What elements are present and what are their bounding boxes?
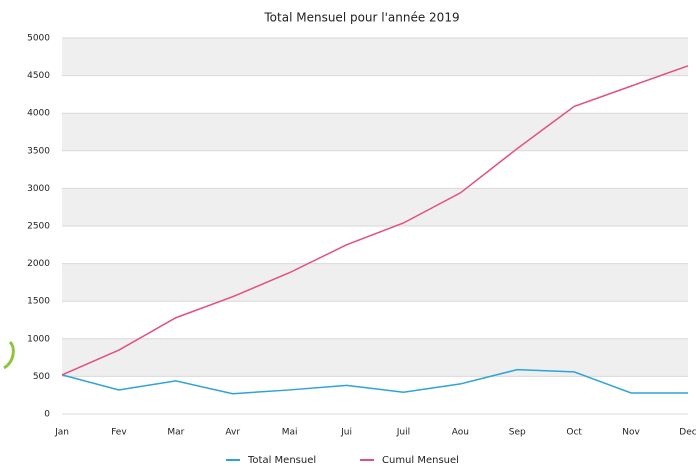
y-tick-label: 1000 xyxy=(27,334,50,344)
decoration xyxy=(3,340,15,370)
x-tick-label: Nov xyxy=(622,428,640,438)
plot-band xyxy=(62,338,688,377)
y-tick-label: 2500 xyxy=(27,222,50,232)
y-tick-label: 4000 xyxy=(27,109,50,119)
plot-band xyxy=(62,113,688,151)
plot-band xyxy=(62,263,688,302)
x-tick-label: Jui xyxy=(340,428,352,438)
y-tick-label: 4500 xyxy=(27,71,50,81)
y-tick-label: 0 xyxy=(44,410,50,420)
y-tick-label: 2000 xyxy=(27,259,50,269)
x-tick-label: Sep xyxy=(509,428,526,438)
x-tick-label: Mai xyxy=(282,428,298,438)
x-tick-label: Dec xyxy=(679,428,696,438)
legend-label: Cumul Mensuel xyxy=(382,455,459,466)
chart-title: Total Mensuel pour l'année 2019 xyxy=(263,11,459,25)
y-tick-label: 500 xyxy=(33,372,50,382)
series-line xyxy=(61,65,689,376)
x-tick-label: Jan xyxy=(54,428,69,438)
plot-band xyxy=(62,38,688,76)
legend-label: Total Mensuel xyxy=(247,455,316,466)
x-tick-label: Mar xyxy=(167,428,184,438)
plot-bands xyxy=(62,38,688,377)
x-tick-label: Aou xyxy=(452,428,469,438)
x-tick-label: Fev xyxy=(111,428,127,438)
y-tick-label: 5000 xyxy=(27,34,50,44)
series-line xyxy=(61,368,688,395)
x-tick-label: Avr xyxy=(225,428,240,438)
plot-band xyxy=(62,188,688,226)
x-tick-label: Oct xyxy=(566,428,582,438)
y-tick-label: 3500 xyxy=(27,146,50,156)
x-tick-label: Juil xyxy=(396,428,410,438)
y-tick-label: 1500 xyxy=(27,297,50,307)
y-tick-label: 3000 xyxy=(27,184,50,194)
